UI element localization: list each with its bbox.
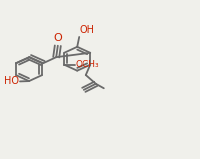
Text: O: O: [54, 33, 62, 43]
Text: OCH₃: OCH₃: [76, 60, 99, 69]
Text: HO: HO: [4, 76, 19, 86]
Text: OH: OH: [80, 25, 95, 35]
